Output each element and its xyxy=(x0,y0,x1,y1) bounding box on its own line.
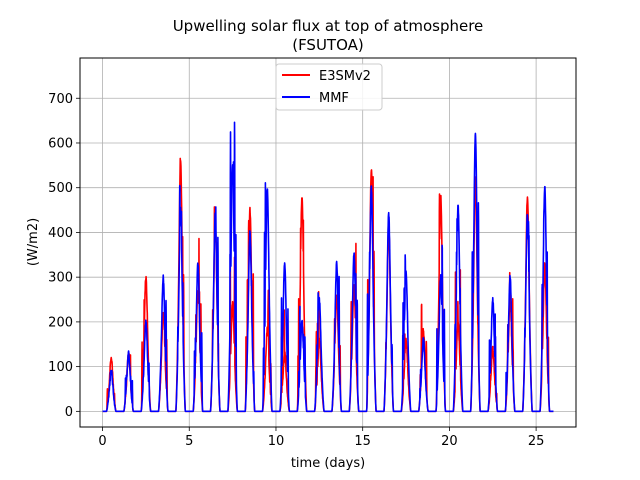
y-axis-label: (W/m2) xyxy=(26,218,41,266)
legend-label-mmf: MMF xyxy=(319,91,349,106)
y-tick-label: 700 xyxy=(48,92,73,107)
x-tick-label: 20 xyxy=(441,434,458,449)
x-axis-label: time (days) xyxy=(291,456,365,471)
chart-title: Upwelling solar flux at top of atmospher… xyxy=(173,17,484,35)
y-tick-label: 100 xyxy=(48,360,73,375)
chart-subtitle: (FSUTOA) xyxy=(292,36,364,54)
y-tick-label: 300 xyxy=(48,271,73,286)
y-axis-ticks: 0 100 200 300 400 500 600 700 xyxy=(48,92,80,420)
legend: E3SMv2 MMF xyxy=(275,63,383,111)
x-tick-label: 5 xyxy=(185,434,193,449)
legend-label-e3smv2: E3SMv2 xyxy=(319,69,371,84)
x-axis-ticks: 0 5 10 15 20 25 xyxy=(98,427,544,449)
series-group xyxy=(101,121,555,413)
y-tick-label: 400 xyxy=(48,226,73,241)
y-tick-label: 500 xyxy=(48,181,73,196)
x-tick-label: 10 xyxy=(268,434,285,449)
x-tick-label: 0 xyxy=(98,434,106,449)
y-tick-label: 600 xyxy=(48,136,73,151)
plot-frame xyxy=(79,57,577,428)
x-tick-label: 15 xyxy=(354,434,371,449)
y-tick-label: 0 xyxy=(65,405,73,420)
y-tick-label: 200 xyxy=(48,315,73,330)
series-line-mmf xyxy=(101,121,555,413)
x-tick-label: 25 xyxy=(528,434,545,449)
